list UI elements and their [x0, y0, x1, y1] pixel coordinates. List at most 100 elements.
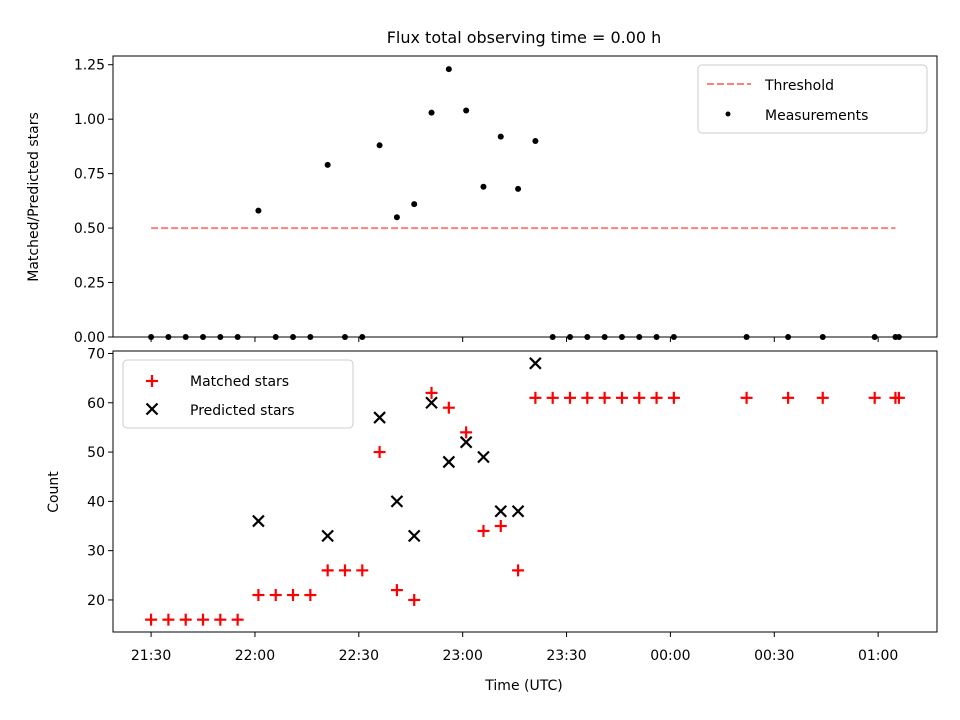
cross-stroke-b	[494, 504, 508, 518]
predicted-star-point	[252, 514, 265, 528]
measurement-point	[480, 183, 487, 190]
x-tick-label: 00:30	[754, 648, 794, 664]
predicted-star-point	[442, 455, 456, 469]
matched-star-point	[633, 391, 646, 404]
cross-stroke-b	[390, 495, 404, 508]
predicted-star-point	[390, 495, 404, 508]
matched-star-point	[408, 593, 421, 606]
ratio-legend: Threshold Measurements	[697, 64, 928, 134]
matched-star-point	[214, 613, 227, 626]
measurement-point	[324, 161, 331, 168]
matched-star-point	[390, 584, 403, 597]
measurement-point	[515, 185, 522, 192]
matched-star-point	[868, 391, 881, 404]
matched-star-point	[494, 520, 507, 533]
predicted-star-point	[407, 529, 421, 543]
matched-star-point	[269, 589, 282, 602]
matched-star-point	[615, 391, 628, 404]
count-y-tick-label: 20	[87, 593, 105, 609]
matched-star-point	[546, 391, 559, 404]
matched-star-point	[650, 391, 663, 404]
count-y-axis: 20 30 40 50 60 70	[87, 346, 113, 609]
predicted-star-point	[529, 357, 542, 370]
ratio-y-tick-label: 0.50	[74, 221, 105, 237]
cross-stroke-b	[529, 357, 542, 370]
predicted-star-point	[459, 435, 473, 449]
predicted-star-point	[425, 396, 438, 410]
measurement-point	[445, 66, 452, 73]
x-tick-label: 22:30	[339, 648, 379, 664]
matched-star-point	[252, 589, 265, 602]
cross-stroke-b	[442, 455, 456, 469]
count-plot-frame	[112, 350, 938, 633]
x-tick-label: 22:00	[235, 648, 275, 664]
count-y-tick-label: 60	[87, 396, 105, 412]
legend-matched-swatch	[146, 375, 158, 387]
matched-star-point	[477, 524, 490, 537]
matched-star-point	[338, 564, 351, 577]
matched-star-point	[892, 391, 905, 404]
count-y-tick-label: 50	[87, 445, 105, 461]
x-tick-label: 23:00	[443, 648, 483, 664]
ratio-panel: 0.00 0.25 0.50 0.75 1.00 1.25 Matched/Predict…	[26, 55, 938, 346]
matched-star-point	[512, 564, 525, 577]
measurement-point	[411, 201, 418, 208]
cross-stroke-b	[407, 529, 421, 543]
ratio-legend-box	[697, 64, 928, 134]
ratio-y-tick-label: 1.25	[74, 58, 105, 74]
x-tick-label: 21:30	[131, 648, 171, 664]
cross-stroke-b	[425, 396, 438, 410]
x-tick-label: 01:00	[858, 648, 898, 664]
matched-star-point	[564, 391, 577, 404]
matched-star-point	[529, 391, 542, 404]
cross-stroke-b	[511, 504, 525, 518]
matched-star-point	[460, 426, 473, 439]
chart-title: Flux total observing time = 0.00 h	[387, 28, 662, 47]
legend-measurements-swatch	[725, 111, 731, 117]
count-y-tick-label: 30	[87, 544, 105, 560]
matched-star-point	[581, 391, 594, 404]
x-tick-label: 23:30	[546, 648, 586, 664]
matched-star-point	[321, 564, 334, 577]
predicted-star-point	[494, 504, 508, 518]
predicted-star-point	[373, 411, 386, 424]
matched-star-point	[197, 613, 210, 626]
matched-star-point	[740, 391, 753, 404]
matched-star-point	[356, 564, 369, 577]
matched-star-point	[304, 589, 317, 602]
x-tick-label: 00:00	[650, 648, 690, 664]
count-legend: Matched stars Predicted stars	[122, 359, 354, 429]
predicted-star-point	[477, 450, 490, 464]
time-x-axis: 21:30 22:00 22:30 23:00 23:30 00:00 00:30 01:00	[131, 632, 898, 664]
matched-star-point	[782, 391, 795, 404]
cross-stroke-b	[459, 435, 473, 449]
matched-star-point	[287, 589, 300, 602]
ratio-plot-frame	[112, 55, 938, 338]
count-y-axis-label: Count	[46, 471, 62, 513]
measurement-point	[532, 137, 539, 144]
count-panel: 20 30 40 50 60 70 21:30 22:00 22:30 23:00 23:30 00…	[46, 346, 938, 694]
count-legend-box	[122, 359, 354, 429]
count-series-layer	[145, 357, 905, 626]
measurement-point	[463, 107, 470, 114]
matched-star-point	[667, 391, 680, 404]
measurement-point	[428, 109, 435, 116]
matched-star-point	[598, 391, 611, 404]
legend-predicted-swatch	[145, 402, 159, 416]
matched-star-point	[373, 446, 386, 459]
legend-predicted-label: Predicted stars	[190, 403, 295, 419]
cross-stroke-b	[321, 529, 334, 543]
predicted-star-point	[321, 529, 334, 543]
ratio-y-tick-label: 1.00	[74, 112, 105, 128]
measurement-point	[393, 214, 400, 221]
legend-measurements-label: Measurements	[765, 108, 868, 124]
cross-stroke-b	[145, 402, 159, 416]
ratio-y-tick-label: 0.25	[74, 276, 105, 292]
ratio-y-tick-label: 0.75	[74, 167, 105, 183]
legend-matched-label: Matched stars	[190, 374, 289, 390]
measurement-point	[497, 133, 504, 140]
count-y-tick-label: 40	[87, 494, 105, 510]
matched-star-point	[425, 386, 438, 399]
count-y-tick-label: 70	[87, 346, 105, 362]
cross-stroke-b	[477, 450, 490, 464]
